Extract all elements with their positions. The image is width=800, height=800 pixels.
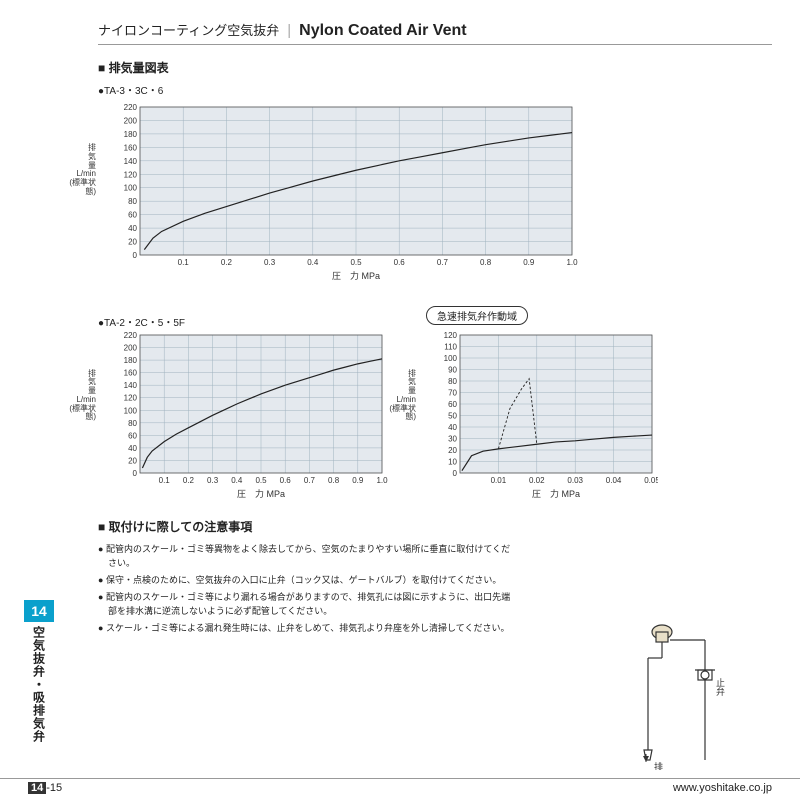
svg-text:0.1: 0.1 <box>178 258 190 267</box>
model-1: TA-3・3C・6 <box>98 82 772 97</box>
svg-text:160: 160 <box>124 369 138 378</box>
svg-text:100: 100 <box>444 354 458 363</box>
svg-text:0.2: 0.2 <box>183 476 195 485</box>
chart-a: 排気量L/min(標準状態)02040608010012014016018020… <box>98 101 772 284</box>
svg-text:0.03: 0.03 <box>567 476 583 485</box>
svg-text:0.7: 0.7 <box>437 258 449 267</box>
svg-text:60: 60 <box>448 400 457 409</box>
note-item: スケール・ゴミ等による漏れ発生時には、止弁をしめて、排気孔より弁座を外し清掃して… <box>98 622 518 636</box>
svg-text:110: 110 <box>444 343 457 352</box>
svg-text:220: 220 <box>124 103 138 112</box>
svg-text:40: 40 <box>448 423 457 432</box>
chart-c: 排気量L/min(標準状態)01020304050607080901001101… <box>418 329 658 502</box>
svg-text:120: 120 <box>444 331 458 340</box>
header-sep: | <box>287 22 291 39</box>
svg-text:0.7: 0.7 <box>304 476 316 485</box>
rapid-exhaust-badge: 急速排気弁作動域 <box>426 306 528 325</box>
svg-text:90: 90 <box>448 366 457 375</box>
svg-text:止弁: 止弁 <box>715 677 725 697</box>
section-title-1: 排気量図表 <box>98 59 772 76</box>
svg-text:0.6: 0.6 <box>394 258 406 267</box>
svg-text:0.6: 0.6 <box>280 476 292 485</box>
footer-url: www.yoshitake.co.jp <box>673 782 772 794</box>
svg-text:60: 60 <box>128 211 137 220</box>
section-title-2: 取付けに際しての注意事項 <box>98 518 772 535</box>
svg-text:40: 40 <box>128 224 137 233</box>
svg-text:140: 140 <box>124 381 138 390</box>
svg-text:0.5: 0.5 <box>350 258 362 267</box>
svg-text:20: 20 <box>128 238 137 247</box>
chart-b: 排気量L/min(標準状態)02040608010012014016018020… <box>98 329 388 502</box>
svg-text:60: 60 <box>128 431 137 440</box>
svg-text:排水溝: 排水溝 <box>653 761 663 770</box>
svg-text:140: 140 <box>124 157 138 166</box>
svg-text:0.9: 0.9 <box>352 476 364 485</box>
svg-text:120: 120 <box>124 394 138 403</box>
svg-text:180: 180 <box>124 130 138 139</box>
svg-text:70: 70 <box>448 389 457 398</box>
model-2: TA-2・2C・5・5F <box>98 314 388 329</box>
page-footer: 14-15 www.yoshitake.co.jp <box>0 778 800 794</box>
svg-text:1.0: 1.0 <box>376 476 388 485</box>
svg-text:0: 0 <box>133 469 138 478</box>
note-item: 配管内のスケール・ゴミ等異物をよく除去してから、空気のたまりやすい場所に垂直に取… <box>98 543 518 571</box>
svg-text:0.8: 0.8 <box>328 476 340 485</box>
sidebar-num: 14 <box>24 600 54 622</box>
svg-text:0.3: 0.3 <box>264 258 276 267</box>
svg-text:80: 80 <box>128 197 137 206</box>
svg-text:80: 80 <box>128 419 137 428</box>
installation-notes: 配管内のスケール・ゴミ等異物をよく除去してから、空気のたまりやすい場所に垂直に取… <box>98 543 518 636</box>
svg-text:40: 40 <box>128 444 137 453</box>
sidebar-text: 空気抜弁・吸排気弁 <box>31 626 48 743</box>
svg-text:0.2: 0.2 <box>221 258 233 267</box>
svg-text:30: 30 <box>448 435 457 444</box>
svg-text:0.05: 0.05 <box>644 476 658 485</box>
header-en: Nylon Coated Air Vent <box>299 22 466 40</box>
header-jp: ナイロンコーティング空気抜弁 <box>98 20 279 39</box>
svg-text:0.01: 0.01 <box>491 476 507 485</box>
svg-text:120: 120 <box>124 170 138 179</box>
svg-text:0.8: 0.8 <box>480 258 492 267</box>
svg-text:20: 20 <box>128 456 137 465</box>
svg-text:200: 200 <box>124 116 138 125</box>
note-item: 保守・点検のために、空気抜弁の入口に止弁（コック又は、ゲートバルブ）を取付けてく… <box>98 574 518 588</box>
page-number: 14-15 <box>28 782 62 794</box>
svg-text:0: 0 <box>133 251 138 260</box>
svg-text:1.0: 1.0 <box>566 258 578 267</box>
svg-text:50: 50 <box>448 412 457 421</box>
svg-text:160: 160 <box>124 143 138 152</box>
svg-text:200: 200 <box>124 344 138 353</box>
svg-text:0: 0 <box>453 469 458 478</box>
svg-text:0.04: 0.04 <box>606 476 622 485</box>
svg-text:0.3: 0.3 <box>207 476 219 485</box>
install-diagram: 止弁 排水溝 <box>610 610 740 773</box>
svg-text:0.02: 0.02 <box>529 476 545 485</box>
page-header: ナイロンコーティング空気抜弁 | Nylon Coated Air Vent <box>98 20 772 45</box>
svg-text:0.9: 0.9 <box>523 258 535 267</box>
svg-text:0.4: 0.4 <box>231 476 243 485</box>
svg-text:80: 80 <box>448 377 457 386</box>
svg-text:220: 220 <box>124 331 138 340</box>
svg-text:10: 10 <box>448 458 457 467</box>
svg-text:0.5: 0.5 <box>255 476 267 485</box>
svg-text:20: 20 <box>448 446 457 455</box>
svg-text:圧 力 MPa: 圧 力 MPa <box>237 488 285 499</box>
svg-text:0.1: 0.1 <box>159 476 171 485</box>
svg-text:圧 力 MPa: 圧 力 MPa <box>332 270 380 281</box>
svg-text:100: 100 <box>124 184 138 193</box>
note-item: 配管内のスケール・ゴミ等により漏れる場合がありますので、排気孔には図に示すように… <box>98 591 518 619</box>
svg-text:180: 180 <box>124 356 138 365</box>
svg-text:0.4: 0.4 <box>307 258 319 267</box>
svg-text:圧 力 MPa: 圧 力 MPa <box>532 488 580 499</box>
svg-text:100: 100 <box>124 406 138 415</box>
sidebar-tab: 14 空気抜弁・吸排気弁 <box>24 600 54 743</box>
